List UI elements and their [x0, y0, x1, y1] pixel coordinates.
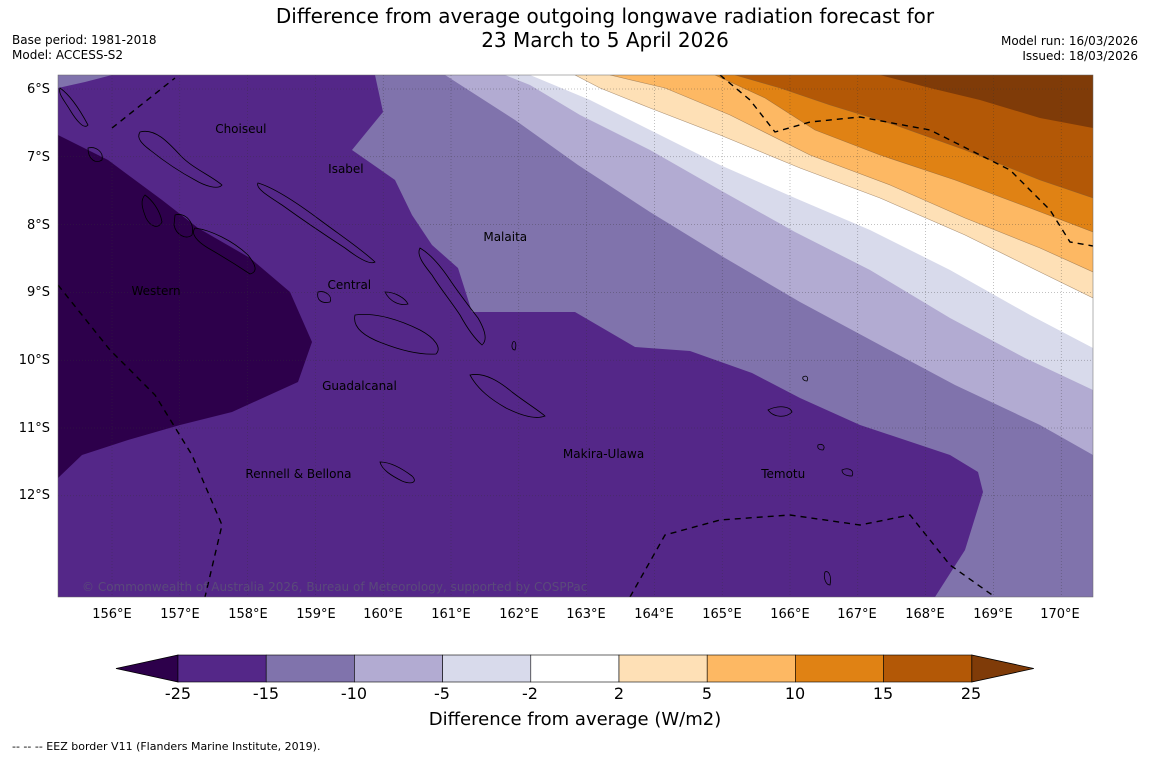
- lat-label-10s: 10°S: [18, 353, 50, 368]
- region-label-guadalcanal: Guadalcanal: [322, 379, 397, 394]
- lon-label-166e: 166°E: [770, 607, 810, 622]
- lon-label-158e: 158°E: [228, 607, 268, 622]
- bougainville-coast: [59, 87, 89, 127]
- issued-date: Issued: 18/03/2026: [1022, 49, 1138, 63]
- lat-label-6s: 6°S: [26, 82, 50, 97]
- lat-label-11s: 11°S: [18, 421, 50, 436]
- copyright-notice: © Commonwealth of Australia 2026, Bureau…: [82, 580, 588, 594]
- lon-label-170e: 170°E: [1040, 607, 1080, 622]
- lat-label-7s: 7°S: [26, 150, 50, 165]
- vella-lavella-island: [141, 194, 163, 227]
- region-label-isabel: Isabel: [328, 162, 364, 177]
- region-label-western: Western: [131, 284, 181, 299]
- lon-label-164e: 164°E: [634, 607, 674, 622]
- utupua-island: [817, 443, 825, 451]
- colorbar: [115, 654, 1034, 683]
- map-frame: [57, 74, 1094, 598]
- region-label-temotu: Temotu: [761, 467, 806, 482]
- colorbar-label-6: 5: [701, 684, 713, 703]
- colorbar-extend-low: [115, 654, 179, 683]
- region-label-rennell-bellona: Rennell & Bellona: [245, 467, 352, 482]
- lon-label-165e: 165°E: [702, 607, 742, 622]
- shortland-island: [87, 147, 103, 162]
- santa-cruz-island: [767, 406, 793, 417]
- eez-border: [58, 75, 1093, 597]
- model-name: Model: ACCESS-S2: [12, 48, 124, 62]
- colorbar-label-7: 10: [784, 684, 806, 703]
- contour-lines: [574, 75, 1093, 299]
- new-georgia-island: [193, 227, 256, 275]
- colorbar-label-8: 15: [872, 684, 894, 703]
- colorbar-segment: [530, 654, 620, 683]
- colorbar-segment: [265, 654, 355, 683]
- region-label-malaita: Malaita: [483, 230, 528, 245]
- colorbar-segment: [706, 654, 796, 683]
- colorbar-segment: [883, 654, 973, 683]
- isabel-island: [257, 182, 376, 264]
- small-island-b: [823, 571, 831, 586]
- lon-label-160e: 160°E: [363, 607, 403, 622]
- colorbar-label-1: -15: [252, 684, 280, 703]
- kolombangara-island: [173, 214, 193, 238]
- colorbar-label-4: -2: [522, 684, 538, 703]
- colorbar-segment: [177, 654, 267, 683]
- makira-island: [469, 374, 546, 418]
- colorbar-label-2: -10: [340, 684, 368, 703]
- lon-label-159e: 159°E: [296, 607, 336, 622]
- base-period: Base period: 1981-2018: [12, 33, 157, 47]
- lat-label-8s: 8°S: [26, 218, 50, 233]
- eez-legend-note: -- -- -- EEZ border V11 (Flanders Marine…: [12, 740, 321, 753]
- colorbar-segment: [354, 654, 443, 683]
- map-title-line1: Difference from average outgoing longwav…: [275, 4, 935, 28]
- region-label-choiseul: Choiseul: [215, 121, 267, 136]
- guadalcanal-island: [354, 313, 439, 355]
- colorbar-label-0: -25: [164, 684, 192, 703]
- lon-label-156e: 156°E: [92, 607, 132, 622]
- russell-island: [317, 291, 332, 303]
- rennell-island: [379, 461, 415, 484]
- lat-label-12s: 12°S: [18, 488, 50, 503]
- graticule: [58, 75, 1093, 597]
- lon-label-167e: 167°E: [837, 607, 877, 622]
- nggela-island: [384, 291, 409, 305]
- colorbar-title: Difference from average (W/m2): [428, 709, 722, 730]
- lon-label-168e: 168°E: [905, 607, 945, 622]
- band-neg25-neg15: [58, 75, 983, 597]
- region-label-makira-ulawa: Makira-Ulawa: [562, 447, 645, 462]
- model-run: Model run: 16/03/2026: [1000, 34, 1138, 48]
- malaita-island: [418, 247, 486, 346]
- duff-island: [802, 375, 809, 382]
- coastlines: [59, 87, 854, 586]
- map-title-line2: 23 March to 5 April 2026: [481, 28, 729, 52]
- colorbar-label-9: 25: [960, 684, 982, 703]
- lon-label-169e: 169°E: [973, 607, 1013, 622]
- vanikoro-island: [841, 468, 854, 477]
- lon-label-161e: 161°E: [431, 607, 471, 622]
- small-island-a: [511, 341, 517, 351]
- colorbar-label-3: -5: [434, 684, 450, 703]
- lon-label-157e: 157°E: [160, 607, 200, 622]
- lon-label-162e: 162°E: [499, 607, 539, 622]
- band-corner: [58, 75, 112, 88]
- colorbar-extend-high: [971, 654, 1034, 683]
- colorbar-segment: [795, 654, 884, 683]
- band-above-pos25: [880, 75, 1093, 128]
- anomaly-field: [58, 75, 1093, 597]
- colorbar-label-5: 2: [613, 684, 625, 703]
- lon-label-163e: 163°E: [566, 607, 606, 622]
- lat-label-9s: 9°S: [26, 285, 50, 300]
- choiseul-island: [138, 130, 223, 188]
- region-label-central: Central: [327, 277, 372, 292]
- colorbar-segment: [618, 654, 708, 683]
- band-below-neg25: [58, 135, 312, 478]
- colorbar-segment: [442, 654, 532, 683]
